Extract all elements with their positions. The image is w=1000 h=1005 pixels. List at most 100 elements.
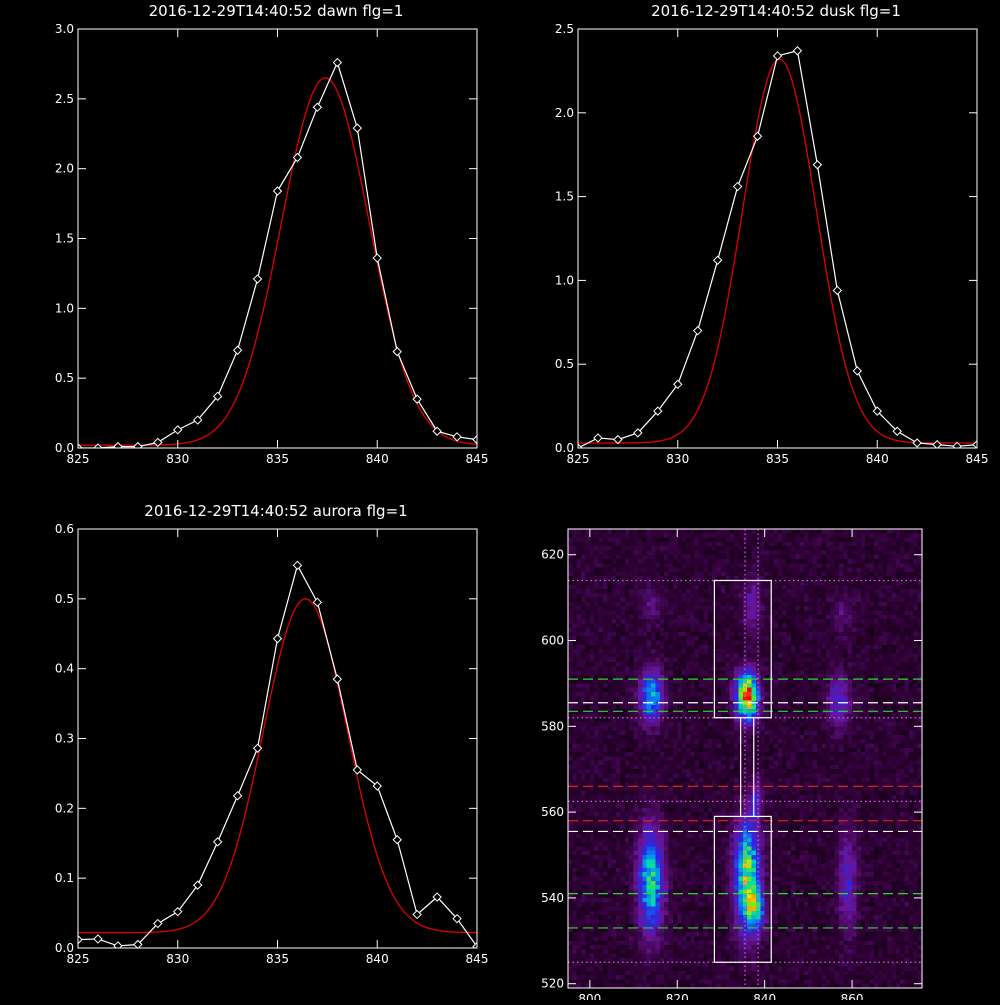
gaussian-fit-line (78, 598, 477, 934)
data-point-marker (892, 426, 902, 436)
data-point-marker (432, 426, 442, 436)
x-tick-label: 845 (966, 452, 989, 466)
aurora-spectrum-panel: 2016-12-29T14:40:52 aurora flg=1 825 830 8… (55, 502, 489, 966)
x-tick-label: 845 (466, 452, 489, 466)
plot-frame (77, 528, 478, 949)
data-point-marker (593, 433, 603, 443)
y-tick-label: 1.0 (55, 301, 74, 315)
y-tick-label: 0.6 (55, 522, 74, 536)
data-point-marker (673, 379, 683, 390)
y-tick-label: 0.0 (55, 941, 74, 955)
data-point-marker (732, 181, 743, 192)
y-tick-label: 0.5 (555, 357, 574, 371)
data-point-marker (772, 51, 783, 61)
data-point-marker (613, 434, 623, 445)
data-point-marker (952, 441, 962, 448)
data-point-marker (133, 441, 143, 448)
data-point-marker (173, 906, 183, 917)
y-tick-label: 580 (541, 719, 564, 733)
x-tick-label: 840 (366, 952, 389, 966)
data-point-marker (832, 285, 843, 296)
data-point-marker (78, 443, 83, 448)
x-tick-label: 840 (753, 992, 776, 1000)
dusk-spectrum-panel: 2016-12-29T14:40:52 dusk flg=1 825 830 835… (555, 2, 989, 466)
data-point-marker (812, 160, 823, 170)
data-point-marker (372, 253, 382, 263)
dawn-spectrum-panel: 2016-12-29T14:40:52 dawn flg=1 825 830 835… (55, 2, 489, 466)
data-point-marker (332, 674, 343, 684)
data-point-marker (392, 835, 402, 845)
plot-area (78, 560, 477, 948)
data-point-marker (412, 909, 422, 920)
y-tick-label: 2.0 (555, 106, 574, 120)
data-point-marker (792, 46, 803, 56)
data-point-marker (212, 391, 223, 402)
x-tick-label: 830 (666, 452, 689, 466)
y-tick-label: 0.1 (55, 871, 74, 885)
data-point-marker (432, 892, 442, 902)
plot-frame (567, 528, 923, 989)
data-point-marker (712, 255, 723, 265)
data-point-marker (252, 743, 263, 753)
data-point-marker (312, 597, 323, 608)
data-point-marker (392, 346, 402, 357)
dusk-panel-title: 2016-12-29T14:40:52 dusk flg=1 (651, 2, 901, 20)
data-point-marker (192, 415, 203, 425)
data-point-marker (93, 443, 103, 448)
y-tick-label: 1.0 (555, 273, 574, 287)
y-tick-label: 560 (541, 805, 564, 819)
aurora-panel-title: 2016-12-29T14:40:52 aurora flg=1 (144, 502, 407, 520)
x-tick-label: 820 (666, 992, 689, 1000)
y-tick-label: 2.5 (555, 22, 574, 36)
data-point-marker (633, 428, 643, 438)
x-tick-label: 800 (578, 992, 601, 1000)
data-point-marker (352, 765, 363, 775)
data-point-marker (153, 918, 163, 929)
data-point-marker (312, 102, 323, 112)
data-point-marker (93, 934, 103, 944)
x-tick-label: 840 (866, 452, 889, 466)
x-tick-label: 845 (466, 952, 489, 966)
data-point-marker (452, 432, 462, 442)
data-point-marker (692, 325, 703, 336)
x-tick-label: 860 (841, 992, 864, 1000)
data-point-marker (78, 934, 83, 945)
x-tick-label: 830 (166, 452, 189, 466)
y-tick-label: 0.3 (55, 732, 74, 746)
x-tick-label: 835 (766, 452, 789, 466)
data-point-marker (472, 941, 477, 948)
data-point-marker (332, 57, 343, 68)
data-point-marker (272, 633, 283, 644)
data-point-marker (752, 131, 763, 141)
y-tick-label: 2.5 (55, 92, 74, 106)
plot-area (578, 46, 977, 448)
data-point-marker (578, 443, 583, 448)
dawn-panel-title: 2016-12-29T14:40:52 dawn flg=1 (149, 2, 404, 20)
y-tick-label: 520 (541, 977, 564, 991)
y-tick-label: 0.5 (55, 371, 74, 385)
data-point-marker (452, 913, 462, 924)
data-point-marker (932, 439, 942, 448)
y-tick-label: 0.2 (55, 801, 74, 815)
y-tick-label: 620 (541, 548, 564, 562)
y-tick-label: 540 (541, 891, 564, 905)
y-tick-label: 0.5 (55, 592, 74, 606)
y-tick-label: 0.0 (555, 441, 574, 455)
extraction-box (713, 815, 772, 963)
data-point-marker (272, 186, 283, 196)
data-point-marker (113, 941, 123, 948)
data-point-marker (212, 837, 223, 847)
data-point-marker (352, 123, 363, 133)
data-point-marker (972, 439, 977, 448)
x-tick-label: 840 (366, 452, 389, 466)
y-tick-label: 1.5 (555, 190, 574, 204)
y-tick-label: 2.0 (55, 162, 74, 176)
data-point-marker (912, 438, 922, 448)
x-tick-label: 825 (67, 452, 90, 466)
data-point-marker (292, 560, 303, 571)
x-tick-label: 830 (166, 952, 189, 966)
plot-frame (577, 28, 978, 449)
x-tick-label: 825 (567, 452, 590, 466)
x-tick-label: 825 (67, 952, 90, 966)
